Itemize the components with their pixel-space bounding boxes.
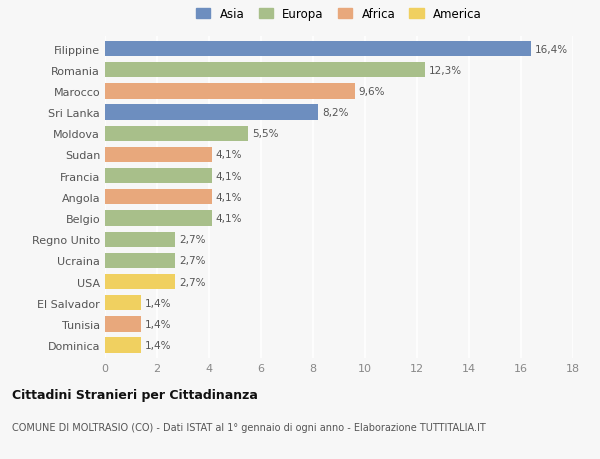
Bar (105, 84, 355, 99)
Text: 1,4%: 1,4% (145, 340, 172, 350)
Bar (105, 42, 532, 57)
Text: 9,6%: 9,6% (359, 87, 385, 97)
Text: 1,4%: 1,4% (145, 298, 172, 308)
Text: 12,3%: 12,3% (429, 66, 462, 76)
Bar (105, 190, 212, 205)
Legend: Asia, Europa, Africa, America: Asia, Europa, Africa, America (193, 5, 485, 24)
Bar (105, 338, 142, 353)
Text: 16,4%: 16,4% (535, 45, 568, 55)
Bar (105, 105, 318, 120)
Bar (105, 63, 425, 78)
Bar (105, 274, 175, 290)
Bar (105, 168, 212, 184)
Bar (105, 232, 175, 247)
Text: 2,7%: 2,7% (179, 256, 206, 266)
Text: 4,1%: 4,1% (215, 171, 242, 181)
Bar (105, 253, 175, 269)
Bar (105, 317, 142, 332)
Text: 4,1%: 4,1% (215, 150, 242, 160)
Text: 2,7%: 2,7% (179, 235, 206, 245)
Bar (105, 147, 212, 162)
Text: 2,7%: 2,7% (179, 277, 206, 287)
Text: 4,1%: 4,1% (215, 213, 242, 224)
Text: Cittadini Stranieri per Cittadinanza: Cittadini Stranieri per Cittadinanza (12, 388, 258, 401)
Text: 1,4%: 1,4% (145, 319, 172, 329)
Text: COMUNE DI MOLTRASIO (CO) - Dati ISTAT al 1° gennaio di ogni anno - Elaborazione : COMUNE DI MOLTRASIO (CO) - Dati ISTAT al… (12, 422, 486, 432)
Text: 8,2%: 8,2% (322, 108, 349, 118)
Bar (105, 126, 248, 141)
Text: 4,1%: 4,1% (215, 192, 242, 202)
Bar (105, 211, 212, 226)
Bar (105, 296, 142, 311)
Text: 5,5%: 5,5% (252, 129, 278, 139)
